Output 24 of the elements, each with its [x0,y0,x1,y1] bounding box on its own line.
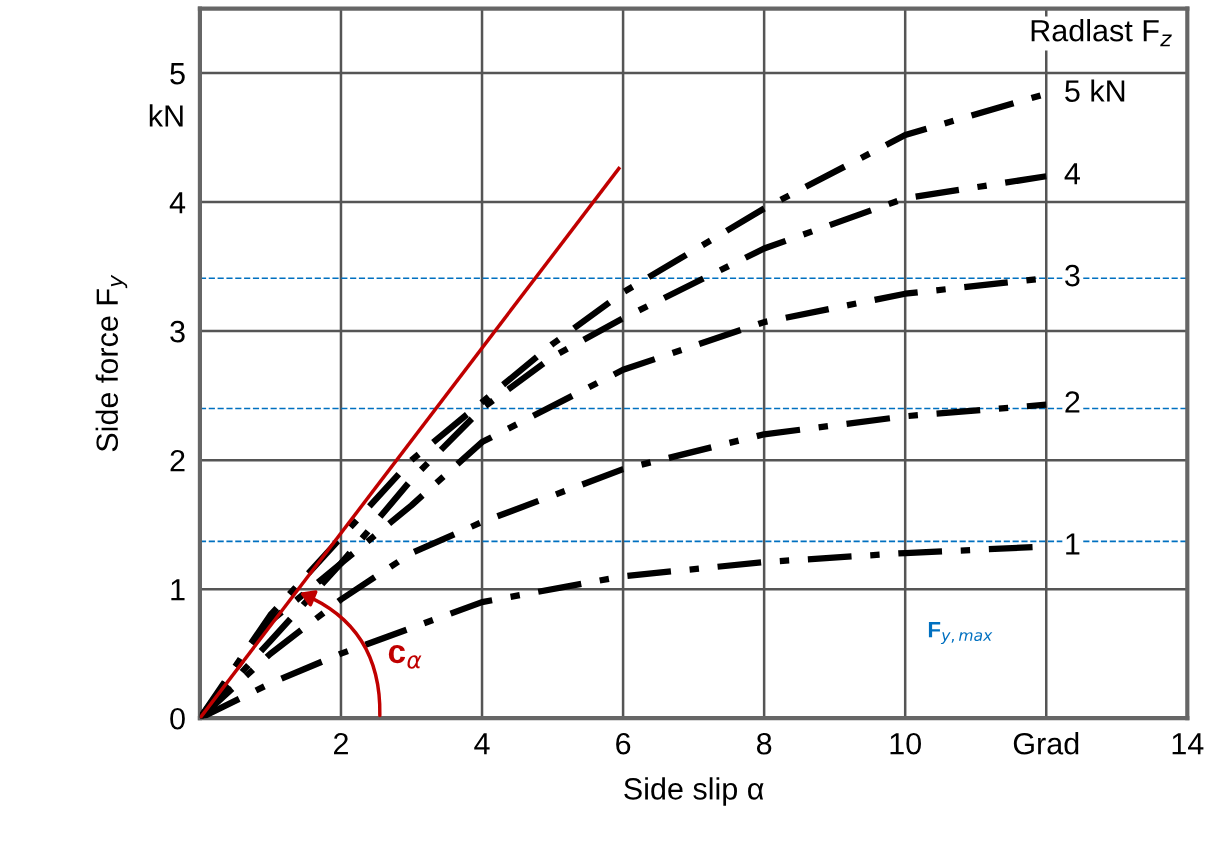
series-label: 5 kN [1065,79,1125,102]
annotation: F$_{y,max}$ [928,621,993,645]
series-label: 2 [1065,391,1080,413]
y-tick-label: 0 [170,707,185,730]
legend-title: Radlast F$_{z}$ [1031,19,1172,47]
text: kN [149,104,183,127]
x-tick-label: 6 [616,732,631,755]
y-tick-label: 4 [169,192,186,214]
series-label: 1 [1066,533,1080,555]
x-axis-title: Side slip α [624,777,764,806]
x-tick-label: 10 [890,732,921,755]
x-tick-label: 4 [474,733,490,755]
y-axis-title: Side force F$_{y}$ [95,274,128,452]
series-label: 4 [1064,163,1080,185]
y-tick-label: 1 [171,579,185,601]
x-tick-label: 14 [1172,733,1204,755]
y-tick-label: 2 [170,449,185,472]
series-label: 3 [1065,264,1080,287]
annotation: c$_{α}$ [388,644,422,669]
x-tick-label: 8 [756,732,772,755]
x-tick-label: Grad [1013,732,1079,755]
x-tick-label: 2 [334,732,348,755]
y-tick-label: 3 [170,320,185,343]
y-tick-label: 5 [170,63,185,85]
